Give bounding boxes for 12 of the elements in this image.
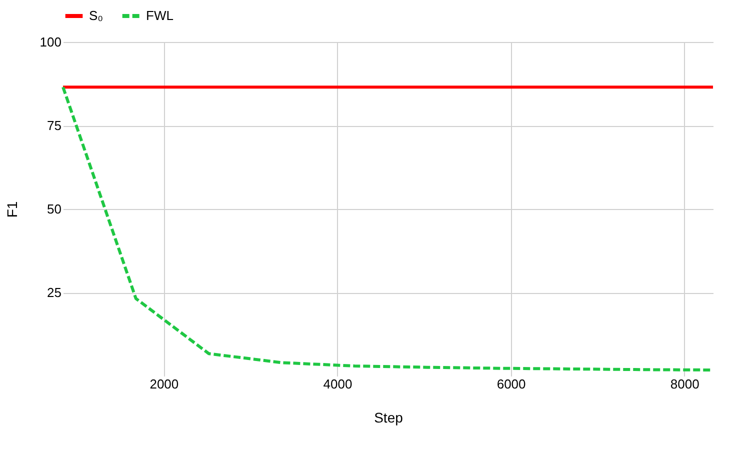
x-tick-label: 2000 xyxy=(150,376,179,392)
y-tick-label: 50 xyxy=(47,202,62,216)
y-tick-label: 100 xyxy=(40,34,62,50)
y-tick-label: 75 xyxy=(47,118,62,133)
legend-label: S₀ xyxy=(89,8,104,23)
x-tick-label: 8000 xyxy=(670,376,700,392)
x-tick-label: 4000 xyxy=(323,376,352,392)
x-tick-label: 6000 xyxy=(496,376,526,392)
y-tick-label: 25 xyxy=(47,285,62,300)
x-axis-title: Step xyxy=(374,410,404,426)
y-axis-title: F1 xyxy=(4,201,20,218)
legend-label: FWL xyxy=(146,8,174,23)
